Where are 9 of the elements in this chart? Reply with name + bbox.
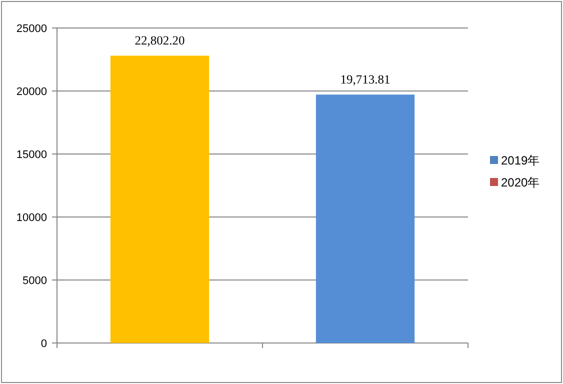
y-tick-label: 15000: [16, 149, 47, 161]
y-tick-label: 25000: [16, 23, 47, 35]
y-tick-label: 0: [40, 338, 47, 350]
legend: 2019年 2020年: [490, 154, 540, 190]
y-tick-label: 5000: [22, 275, 47, 287]
y-tick-label: 20000: [16, 86, 47, 98]
data-label: 22,802.20: [134, 34, 185, 48]
data-label: 19,713.81: [340, 72, 390, 87]
y-tick-label: 10000: [16, 212, 47, 224]
